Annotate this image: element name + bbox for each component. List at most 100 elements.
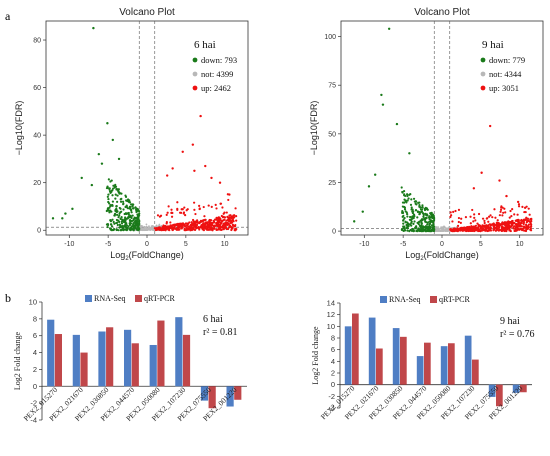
down-point — [403, 216, 406, 220]
up-point — [194, 212, 197, 216]
y-tick-label: 8 — [331, 334, 335, 343]
up-point — [158, 215, 162, 218]
down-point — [109, 219, 112, 222]
legend-marker — [192, 85, 198, 91]
down-point — [409, 193, 412, 196]
down-point — [405, 201, 408, 204]
not-point — [158, 224, 161, 227]
y-tick-label: 14 — [327, 299, 335, 308]
up-point — [167, 228, 170, 231]
up-point — [499, 208, 503, 211]
up-point — [501, 206, 504, 209]
up-point — [498, 179, 501, 182]
y-tick-label: 0 — [332, 229, 336, 236]
up-point — [231, 216, 234, 219]
up-point — [180, 211, 183, 214]
down-point — [417, 221, 420, 224]
up-point — [508, 216, 511, 219]
down-point — [402, 229, 405, 232]
down-point — [100, 162, 104, 165]
up-point — [520, 222, 523, 225]
x-tick-label: 10 — [221, 241, 229, 248]
up-point — [234, 207, 237, 210]
down-point — [120, 222, 124, 225]
up-point — [207, 204, 210, 207]
down-point — [119, 198, 122, 201]
up-point — [524, 210, 527, 214]
down-point — [412, 216, 415, 220]
up-point — [517, 222, 520, 225]
bar-rnaseq — [368, 317, 376, 385]
down-point — [125, 224, 129, 227]
down-point — [92, 26, 95, 30]
down-point — [116, 213, 119, 217]
down-point — [124, 194, 127, 197]
down-point — [109, 223, 113, 226]
up-point — [193, 208, 196, 211]
up-point — [191, 143, 195, 146]
up-point — [224, 221, 227, 224]
bar-rnaseq — [149, 344, 157, 387]
up-point — [512, 221, 515, 225]
up-point — [171, 226, 174, 229]
not-point — [437, 226, 439, 228]
up-point — [206, 228, 209, 231]
up-point — [204, 218, 207, 221]
up-point — [509, 229, 512, 232]
down-point — [105, 209, 108, 213]
up-point — [170, 215, 174, 218]
down-point — [421, 204, 424, 207]
down-point — [118, 214, 121, 217]
bar-rnaseq — [512, 384, 520, 393]
down-point — [421, 206, 424, 209]
up-point — [195, 227, 198, 230]
bar-qrtpcr — [400, 336, 407, 385]
up-point — [181, 150, 184, 153]
x-tick-label: -10 — [359, 241, 369, 248]
bar-rnaseq — [416, 356, 424, 385]
down-point — [429, 212, 432, 215]
up-point — [211, 221, 214, 225]
down-point — [112, 220, 115, 224]
down-point — [428, 222, 432, 225]
up-point — [218, 181, 222, 184]
down-point — [403, 194, 406, 197]
up-point — [473, 216, 476, 219]
up-point — [227, 198, 230, 202]
down-point — [419, 211, 422, 214]
up-point — [474, 219, 477, 222]
down-point — [121, 219, 124, 223]
y-tick-label: 20 — [33, 180, 41, 187]
down-point — [403, 226, 406, 230]
down-point — [420, 229, 423, 233]
up-point — [483, 219, 486, 222]
up-point — [188, 226, 191, 229]
down-point — [132, 218, 135, 221]
up-point — [222, 212, 225, 215]
y-tick-label: 0 — [37, 228, 41, 235]
up-point — [519, 224, 522, 227]
down-point — [110, 190, 113, 193]
up-point — [235, 219, 238, 222]
y-tick-label: 10 — [327, 322, 335, 331]
up-point — [480, 171, 483, 174]
up-point — [519, 228, 523, 231]
up-point — [511, 219, 514, 223]
up-point — [200, 223, 203, 227]
up-point — [195, 224, 198, 227]
down-point — [113, 222, 116, 225]
not-point — [439, 227, 442, 230]
up-point — [489, 214, 492, 217]
up-point — [219, 202, 223, 205]
up-point — [217, 227, 220, 230]
down-point — [423, 218, 426, 221]
up-point — [164, 227, 168, 230]
up-point — [522, 222, 525, 226]
up-point — [502, 211, 505, 214]
data-points — [353, 27, 533, 233]
down-point — [405, 223, 408, 227]
not-point — [145, 223, 148, 226]
y-tick-label: 60 — [33, 85, 41, 92]
down-point — [135, 216, 139, 219]
down-point — [408, 152, 411, 155]
